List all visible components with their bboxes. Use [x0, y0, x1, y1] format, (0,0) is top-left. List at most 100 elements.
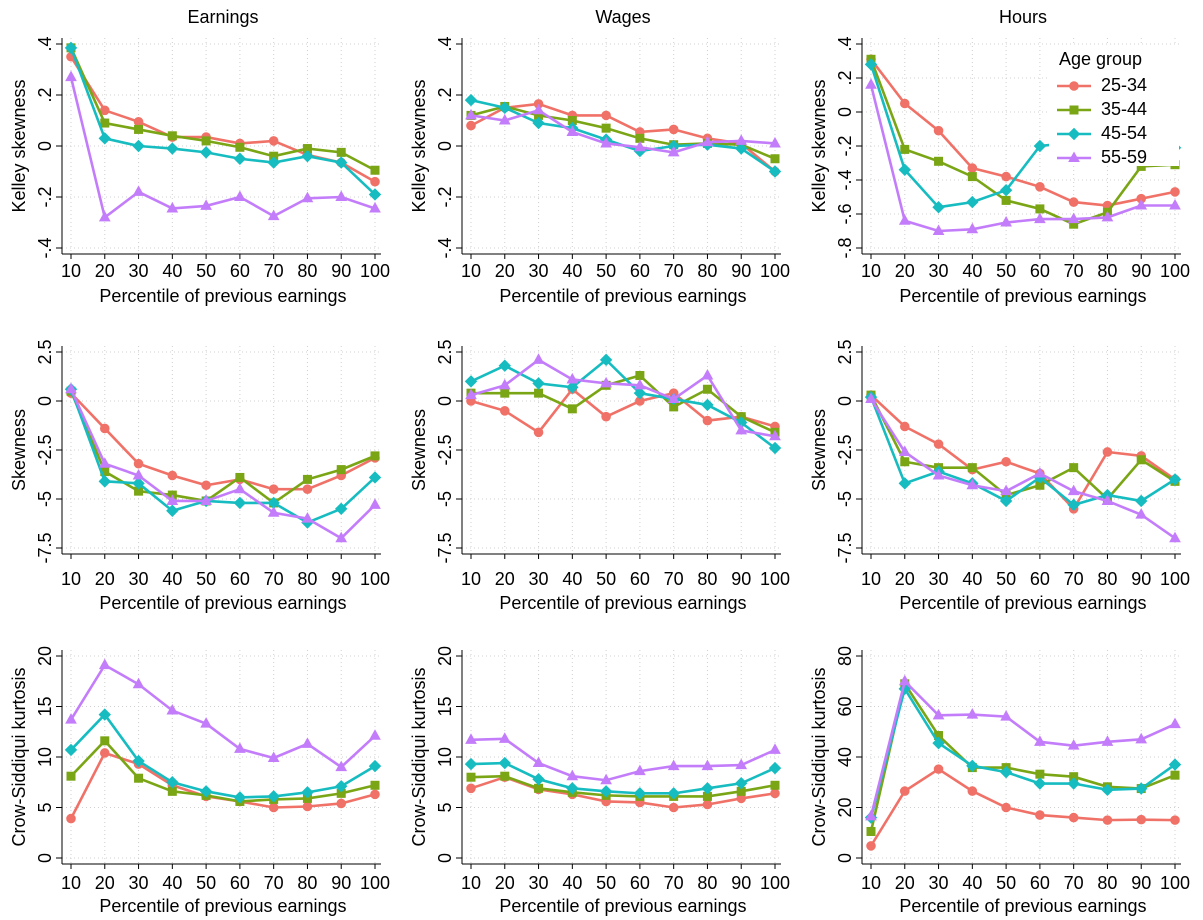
x-axis-label: Percentile of previous earnings — [899, 896, 1146, 916]
x-tick-label: 10 — [461, 261, 481, 281]
y-tick-label: -.8 — [835, 237, 855, 258]
y-tick-label: .4 — [35, 36, 55, 51]
y-tick-label: 0 — [35, 853, 55, 863]
series-line — [869, 84, 1175, 233]
panel: Earnings .4 .2 0 -.2 -.4 10 20 30 40 50 60 70 80 90 100… — [9, 7, 390, 306]
y-axis-label: Crow-Siddiqui kurtosis — [9, 667, 29, 846]
marker — [1170, 770, 1180, 780]
marker — [302, 801, 313, 812]
x-tick-label: 50 — [996, 569, 1016, 589]
legend-label: 45-54 — [1101, 123, 1147, 143]
marker — [1067, 127, 1081, 141]
marker — [500, 771, 510, 781]
marker — [1068, 151, 1080, 162]
marker — [301, 786, 314, 799]
marker — [98, 210, 111, 222]
y-tick-label: -7.5 — [435, 532, 455, 563]
x-tick-label: 100 — [1160, 873, 1190, 893]
x-tick-label: 40 — [162, 873, 182, 893]
y-tick-label: .2 — [435, 87, 455, 102]
marker — [932, 224, 945, 235]
x-tick-label: 90 — [331, 261, 351, 281]
marker — [932, 200, 945, 214]
x-tick-label: 40 — [562, 569, 582, 589]
marker — [368, 471, 382, 484]
x-tick-label: 50 — [196, 569, 216, 589]
y-tick-label: 0 — [35, 141, 55, 151]
panel-title: Hours — [999, 7, 1047, 27]
marker — [898, 674, 911, 686]
x-tick-label: 20 — [895, 569, 915, 589]
x-tick-label: 40 — [162, 569, 182, 589]
marker — [1035, 204, 1045, 214]
x-tick-label: 30 — [929, 261, 949, 281]
x-tick-label: 90 — [331, 873, 351, 893]
x-tick-label: 30 — [529, 569, 549, 589]
marker — [336, 147, 346, 157]
marker — [899, 98, 910, 109]
marker — [199, 785, 213, 798]
marker — [166, 704, 179, 715]
y-tick-label: 10 — [435, 747, 455, 767]
x-tick-label: 40 — [962, 873, 982, 893]
x-axis-label: Percentile of previous earnings — [99, 286, 346, 306]
marker — [98, 132, 111, 145]
marker — [566, 769, 579, 781]
marker — [98, 457, 111, 468]
marker — [532, 116, 545, 130]
y-tick-label: 60 — [835, 696, 855, 716]
series-line — [869, 398, 1176, 540]
marker — [668, 124, 679, 135]
marker — [369, 498, 381, 509]
x-tick-label: 60 — [230, 261, 250, 281]
marker — [667, 759, 680, 771]
marker — [898, 445, 911, 456]
marker — [900, 457, 910, 467]
x-tick-label: 40 — [562, 261, 582, 281]
y-tick-label: -2.5 — [835, 434, 855, 465]
marker — [864, 58, 878, 71]
y-tick-label: 0 — [435, 853, 455, 863]
marker — [267, 506, 280, 517]
panel: 80 60 40 20 0 10 20 30 40 50 60 70 80 90 100 Percentile… — [809, 646, 1190, 916]
marker — [234, 482, 246, 494]
y-tick-label: 20 — [835, 797, 855, 817]
x-tick-label: 60 — [1030, 873, 1050, 893]
y-tick-label: 20 — [435, 646, 455, 666]
y-tick-label: -2.5 — [435, 434, 455, 465]
marker — [64, 41, 78, 55]
marker — [899, 421, 910, 432]
marker — [532, 353, 545, 364]
series-line — [69, 76, 376, 220]
marker — [498, 732, 511, 743]
marker — [999, 183, 1013, 197]
marker — [1102, 447, 1113, 457]
series-line — [869, 678, 1176, 817]
marker — [64, 743, 78, 757]
marker — [1102, 815, 1113, 825]
x-axis-label: Percentile of previous earnings — [499, 286, 746, 306]
marker — [167, 786, 177, 796]
x-tick-label: 90 — [731, 261, 751, 281]
series-line — [869, 767, 1176, 847]
series-line — [70, 712, 376, 799]
marker — [1169, 531, 1181, 543]
y-tick-label: 5 — [435, 802, 455, 812]
marker — [1135, 732, 1148, 744]
legend-label: 55-59 — [1101, 147, 1147, 167]
x-tick-label: 70 — [664, 261, 684, 281]
marker — [66, 771, 76, 781]
x-tick-label: 80 — [697, 261, 717, 281]
series-line — [470, 105, 776, 160]
marker — [865, 392, 877, 404]
x-tick-label: 30 — [929, 873, 949, 893]
marker — [1067, 739, 1080, 750]
marker — [368, 188, 382, 201]
marker — [465, 388, 477, 400]
series-line — [70, 392, 376, 491]
x-tick-label: 70 — [1064, 261, 1084, 281]
marker — [200, 717, 212, 728]
panel: 2.5 0 -2.5 -5 -7.5 10 20 30 40 50 60 70 80 90 100 Perce… — [809, 339, 1190, 612]
marker — [133, 116, 144, 127]
marker — [566, 125, 579, 136]
